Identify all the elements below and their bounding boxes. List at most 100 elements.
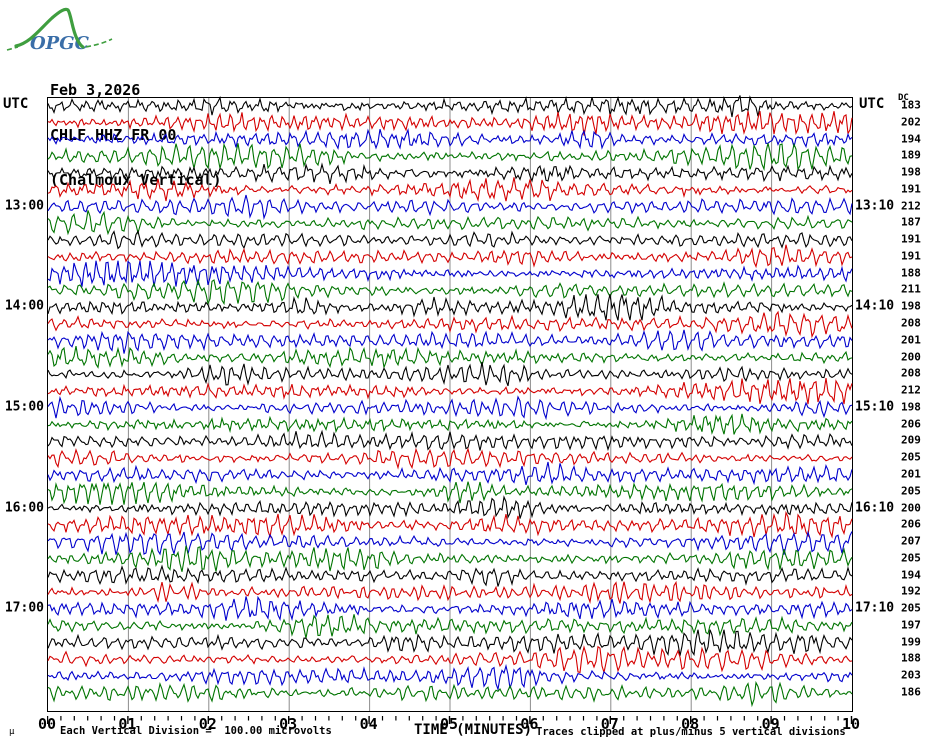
dc-value-row-7: 187: [901, 215, 921, 229]
dc-value-row-12: 198: [901, 299, 921, 313]
clip-note: Traces clipped at plus/minus 5 vertical …: [536, 726, 846, 738]
trace-row-16: [47, 361, 853, 387]
right-time-label-17:10: 17:10: [855, 600, 895, 616]
trace-row-34: [47, 663, 853, 692]
right-time-label-16:10: 16:10: [855, 500, 895, 515]
opgc-logo-dash-left: [6, 46, 19, 51]
dc-value-row-9: 191: [901, 249, 921, 263]
dc-value-row-22: 201: [901, 467, 921, 481]
dc-value-row-28: 194: [901, 568, 921, 582]
trace-row-13: [47, 310, 853, 339]
microvolt-unit-glyph: µ: [9, 727, 15, 737]
trace-row-30: [47, 595, 853, 622]
dc-value-row-32: 199: [901, 635, 921, 649]
dc-value-row-26: 207: [901, 534, 921, 548]
dc-value-row-29: 192: [901, 584, 921, 598]
dc-value-row-0: 183: [901, 98, 921, 112]
trace-row-12: [47, 294, 853, 321]
right-time-label-14:10: 14:10: [855, 298, 895, 314]
dc-value-row-16: 208: [901, 366, 921, 380]
right-time-label-15:10: 15:10: [855, 399, 895, 415]
dc-value-row-5: 191: [901, 182, 921, 196]
opgc-logo-graphic: OPGC: [6, 7, 113, 54]
seismogram-traces: [47, 95, 853, 711]
dc-value-row-31: 197: [901, 618, 921, 632]
dc-value-row-2: 194: [901, 132, 921, 146]
x-axis-label: TIME (MINUTES): [414, 722, 533, 738]
dc-value-row-1: 202: [901, 115, 921, 129]
opgc-logo-text: OPGC: [30, 33, 90, 54]
dc-value-row-13: 208: [901, 316, 921, 330]
dc-value-row-11: 211: [901, 282, 921, 296]
right-time-label-13:10: 13:10: [855, 198, 895, 214]
division-note: Each Vertical Division = 100.00 microvol…: [60, 725, 332, 737]
left-utc-title: UTC: [3, 96, 29, 112]
trace-row-22: [47, 461, 853, 486]
trace-row-25: [47, 510, 853, 539]
trace-row-14: [47, 329, 853, 354]
trace-row-29: [47, 580, 853, 605]
dc-value-row-20: 209: [901, 433, 921, 447]
x-axis-ticks: [46, 711, 853, 724]
dc-column-header: DC: [898, 93, 909, 103]
dc-value-row-8: 191: [901, 232, 921, 246]
trace-row-1: [47, 110, 853, 136]
trace-row-0: [47, 95, 853, 118]
trace-row-31: [47, 614, 853, 639]
trace-row-33: [47, 645, 853, 674]
left-time-label-13:00: 13:00: [4, 198, 44, 214]
trace-row-20: [47, 429, 853, 452]
seismogram-plot-area[interactable]: [47, 95, 853, 712]
trace-row-17: [47, 378, 853, 405]
trace-row-4: [47, 162, 853, 185]
trace-row-32: [47, 629, 853, 657]
trace-row-18: [47, 395, 853, 421]
dc-value-row-10: 188: [901, 266, 921, 280]
opgc-logo-dash-right: [85, 38, 113, 48]
dc-value-row-27: 205: [901, 551, 921, 565]
dc-value-row-15: 200: [901, 350, 921, 364]
trace-row-5: [47, 177, 853, 202]
trace-row-6: [47, 194, 853, 220]
dc-value-row-4: 198: [901, 165, 921, 179]
trace-row-10: [47, 260, 853, 287]
trace-row-27: [47, 545, 853, 572]
trace-row-19: [47, 413, 853, 435]
trace-row-8: [47, 230, 853, 250]
dc-value-row-35: 186: [901, 685, 921, 699]
left-time-label-14:00: 14:00: [4, 298, 44, 314]
opgc-logo-curve: [14, 7, 85, 49]
dc-value-row-30: 205: [901, 601, 921, 615]
trace-row-11: [47, 278, 853, 306]
dc-value-row-25: 206: [901, 517, 921, 531]
dc-value-row-17: 212: [901, 383, 921, 397]
dc-value-row-24: 200: [901, 501, 921, 514]
dc-value-row-33: 188: [901, 651, 921, 665]
right-utc-title: UTC: [859, 96, 885, 112]
left-time-label-17:00: 17:00: [4, 600, 44, 616]
trace-row-24: [47, 495, 853, 520]
trace-row-35: [47, 680, 853, 708]
dc-value-row-18: 198: [901, 400, 921, 414]
trace-row-7: [47, 210, 853, 236]
dc-value-row-21: 205: [901, 450, 921, 464]
trace-row-26: [47, 530, 853, 556]
header-channel: CHLF HHZ FR 00: [50, 126, 177, 144]
trace-row-3: [47, 142, 853, 172]
dc-value-row-34: 203: [901, 668, 921, 682]
trace-row-21: [47, 447, 853, 470]
trace-row-2: [47, 128, 853, 151]
trace-row-28: [47, 564, 853, 587]
left-time-label-15:00: 15:00: [4, 399, 44, 415]
trace-row-9: [47, 244, 853, 269]
dc-value-row-14: 201: [901, 333, 921, 347]
trace-row-15: [47, 345, 853, 370]
header-date: Feb 3,2026: [50, 81, 141, 99]
left-time-label-16:00: 16:00: [4, 500, 44, 515]
dc-value-row-3: 189: [901, 148, 921, 162]
trace-row-23: [47, 481, 853, 505]
dc-value-row-23: 205: [901, 484, 921, 498]
dc-value-row-19: 206: [901, 417, 921, 431]
dc-value-row-6: 212: [901, 199, 921, 213]
